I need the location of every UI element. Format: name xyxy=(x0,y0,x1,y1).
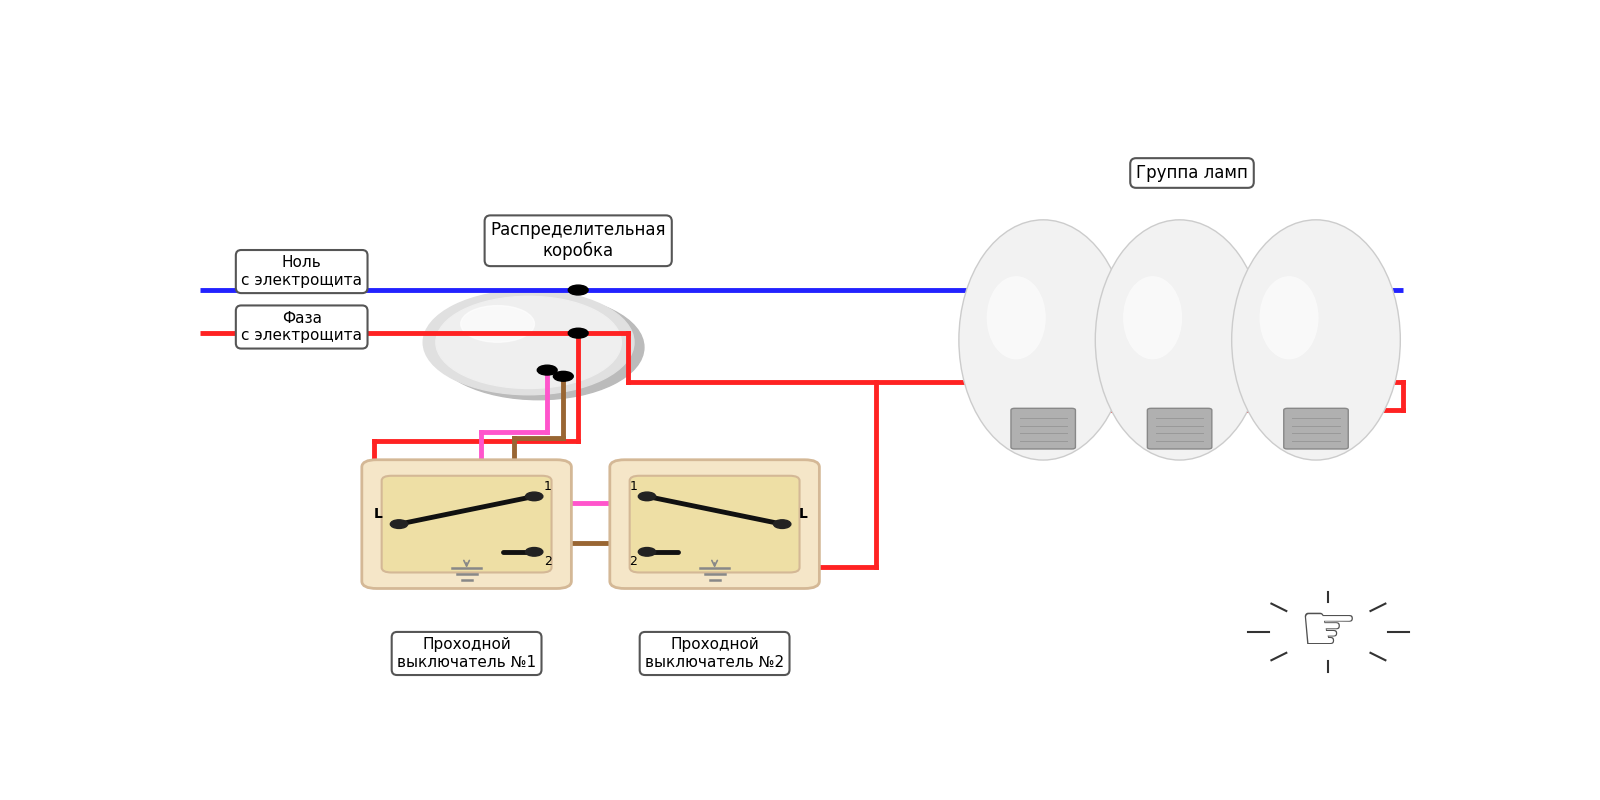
Circle shape xyxy=(568,328,589,338)
Circle shape xyxy=(422,290,634,394)
FancyBboxPatch shape xyxy=(1283,408,1349,449)
Text: 2: 2 xyxy=(544,555,552,568)
Text: ☞: ☞ xyxy=(1299,599,1358,665)
Circle shape xyxy=(773,520,790,529)
FancyBboxPatch shape xyxy=(630,476,800,573)
Text: Группа ламп: Группа ламп xyxy=(1136,164,1248,182)
Ellipse shape xyxy=(1123,276,1182,359)
Text: 1: 1 xyxy=(629,480,637,494)
FancyBboxPatch shape xyxy=(1011,408,1075,449)
Circle shape xyxy=(525,547,542,556)
Circle shape xyxy=(638,492,656,501)
FancyBboxPatch shape xyxy=(1147,408,1211,449)
Text: Ноль
с электрощита: Ноль с электрощита xyxy=(242,255,362,288)
Circle shape xyxy=(435,296,621,389)
Ellipse shape xyxy=(958,220,1128,460)
Circle shape xyxy=(638,547,656,556)
Ellipse shape xyxy=(1096,220,1264,460)
Text: L: L xyxy=(798,507,806,521)
Circle shape xyxy=(525,492,542,501)
Circle shape xyxy=(390,520,408,529)
Circle shape xyxy=(568,285,589,295)
FancyBboxPatch shape xyxy=(610,460,819,589)
Ellipse shape xyxy=(987,276,1046,359)
Ellipse shape xyxy=(1232,220,1400,460)
Text: Проходной
выключатель №1: Проходной выключатель №1 xyxy=(397,638,536,670)
Text: 1: 1 xyxy=(544,480,552,494)
Text: Проходной
выключатель №2: Проходной выключатель №2 xyxy=(645,638,784,670)
Text: Распределительная
коробка: Распределительная коробка xyxy=(491,222,666,260)
Text: L: L xyxy=(374,507,382,521)
Text: 2: 2 xyxy=(629,555,637,568)
FancyBboxPatch shape xyxy=(362,460,571,589)
Circle shape xyxy=(554,371,573,382)
Circle shape xyxy=(461,306,534,342)
Text: Фаза
с электрощита: Фаза с электрощита xyxy=(242,310,362,343)
Ellipse shape xyxy=(1259,276,1318,359)
Circle shape xyxy=(434,295,643,400)
FancyBboxPatch shape xyxy=(382,476,552,573)
Circle shape xyxy=(538,365,557,375)
